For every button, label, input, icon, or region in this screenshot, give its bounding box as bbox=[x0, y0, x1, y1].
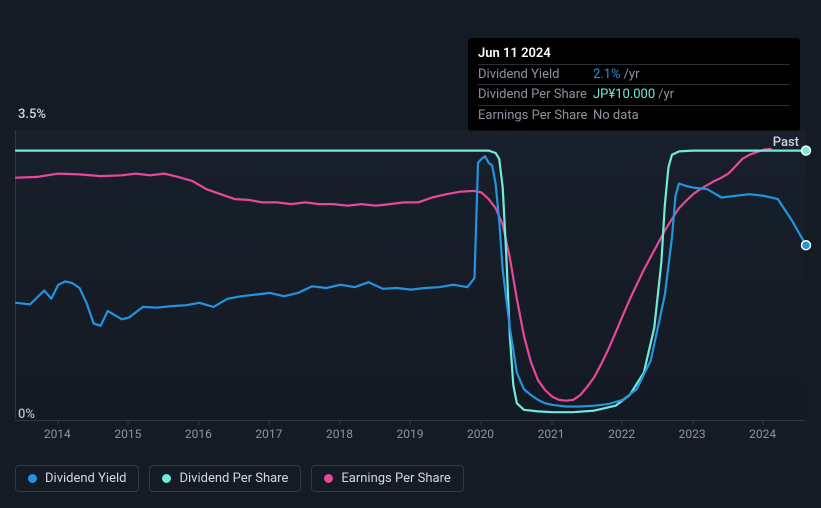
tooltip-value: JP¥10.000 bbox=[593, 86, 655, 104]
series-earnings_per_share bbox=[16, 149, 771, 401]
tooltip-value: No data bbox=[593, 107, 639, 125]
x-tick: 2014 bbox=[44, 427, 71, 441]
tooltip-label: Earnings Per Share bbox=[478, 107, 593, 125]
x-tick: 2015 bbox=[114, 427, 141, 441]
tooltip-suffix: /yr bbox=[658, 86, 674, 104]
tooltip-date: Jun 11 2024 bbox=[478, 45, 551, 63]
tooltip-suffix: /yr bbox=[624, 66, 640, 84]
x-tick: 2017 bbox=[255, 427, 282, 441]
tooltip-value: 2.1% bbox=[593, 66, 621, 84]
tooltip-row-dps: Dividend Per Share JP¥10.000 /yr bbox=[478, 84, 790, 105]
x-tick: 2019 bbox=[397, 427, 424, 441]
x-tick: 2016 bbox=[185, 427, 212, 441]
legend: Dividend Yield Dividend Per Share Earnin… bbox=[15, 465, 464, 492]
chart-plot-area[interactable]: Past bbox=[15, 130, 805, 418]
legend-dot bbox=[28, 474, 37, 483]
legend-dot bbox=[324, 474, 333, 483]
x-tick: 2024 bbox=[749, 427, 776, 441]
series-dividend_per_share bbox=[16, 151, 806, 413]
tooltip-card: Jun 11 2024 Dividend Yield 2.1% /yr Divi… bbox=[468, 38, 800, 131]
x-tick: 2020 bbox=[467, 427, 494, 441]
tooltip-row-yield: Dividend Yield 2.1% /yr bbox=[478, 64, 790, 85]
legend-label: Earnings Per Share bbox=[341, 471, 450, 486]
legend-label: Dividend Yield bbox=[45, 471, 126, 486]
x-axis: 2014 2015 2016 2017 2018 2019 2020 2021 2022 2023… bbox=[15, 420, 805, 440]
tooltip-label: Dividend Per Share bbox=[478, 86, 593, 104]
legend-item-dividend-yield[interactable]: Dividend Yield bbox=[15, 465, 139, 492]
legend-label: Dividend Per Share bbox=[179, 471, 288, 486]
x-tick: 2021 bbox=[538, 427, 565, 441]
legend-item-dividend-per-share[interactable]: Dividend Per Share bbox=[149, 465, 301, 492]
y-axis-max-label: 3.5% bbox=[18, 107, 46, 122]
x-tick: 2022 bbox=[608, 427, 635, 441]
tooltip-date-row: Jun 11 2024 bbox=[478, 44, 790, 64]
x-tick: 2023 bbox=[679, 427, 706, 441]
legend-item-earnings-per-share[interactable]: Earnings Per Share bbox=[311, 465, 463, 492]
series-dividend_yield bbox=[16, 156, 806, 406]
series-end-dot bbox=[802, 146, 811, 155]
chart-svg bbox=[16, 130, 805, 418]
tooltip-row-eps: Earnings Per Share No data bbox=[478, 105, 790, 126]
legend-dot bbox=[162, 474, 171, 483]
series-end-dot bbox=[802, 241, 811, 250]
tooltip-label: Dividend Yield bbox=[478, 66, 593, 84]
x-tick: 2018 bbox=[326, 427, 353, 441]
